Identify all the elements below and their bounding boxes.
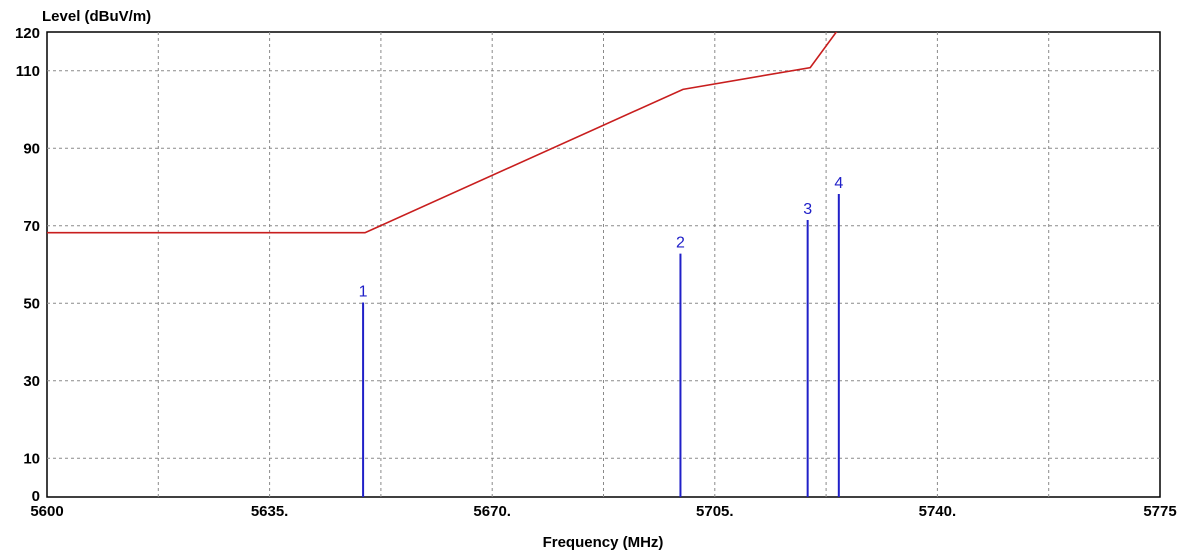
- y-tick-label: 110: [16, 63, 40, 80]
- marker-label-1: 1: [359, 283, 368, 300]
- x-tick-labels: 5600 5635. 5670. 5705. 5740. 5775: [30, 503, 1176, 520]
- x-tick-label: 5705.: [696, 503, 734, 520]
- marker-label-3: 3: [803, 201, 812, 218]
- marker-lines: 1 2 3 4: [359, 175, 843, 497]
- y-tick-label: 10: [23, 450, 40, 467]
- y-tick-label: 30: [23, 373, 40, 390]
- marker-label-4: 4: [834, 175, 843, 192]
- y-tick-label: 120: [15, 25, 40, 42]
- plot-area: [46, 31, 1161, 498]
- y-axis-title: Level (dBuV/m): [42, 8, 151, 25]
- marker-label-2: 2: [676, 235, 685, 252]
- y-tick-label: 50: [23, 295, 40, 312]
- x-tick-label: 5740.: [919, 503, 957, 520]
- y-tick-label: 0: [32, 488, 40, 505]
- y-tick-labels: 0 10 30 50 70 90 110 120: [15, 25, 40, 505]
- x-tick-label: 5635.: [251, 503, 289, 520]
- x-tick-label: 5775: [1143, 503, 1176, 520]
- x-tick-label: 5670.: [473, 503, 511, 520]
- x-tick-label: 5600: [30, 503, 63, 520]
- y-tick-label: 90: [23, 140, 40, 157]
- limit-line: [47, 32, 838, 234]
- y-tick-label: 70: [23, 218, 40, 235]
- x-axis-title: Frequency (MHz): [543, 534, 664, 551]
- limit-line-path: [47, 32, 838, 234]
